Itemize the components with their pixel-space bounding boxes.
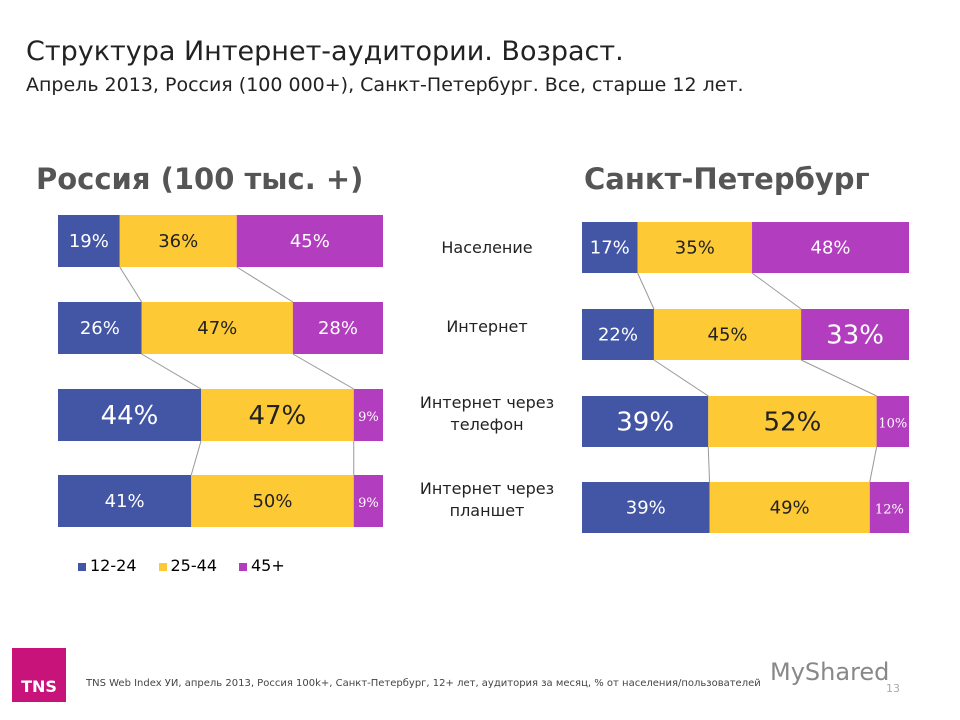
connector-line <box>119 266 143 303</box>
watermark: MyShared <box>770 658 890 686</box>
slide-subtitle: Апрель 2013, Россия (100 000+), Санкт-Пе… <box>26 74 744 96</box>
bar-segment-45+ <box>353 475 383 527</box>
connector-line <box>800 359 877 397</box>
bar-segment-12-24 <box>582 396 709 447</box>
legend-item: 12-24 <box>78 556 137 575</box>
category-label: Интернет через планшет <box>419 479 555 520</box>
connector-line <box>751 272 802 310</box>
data-label: 22% <box>598 325 638 346</box>
tns-logo: TNS <box>12 648 66 702</box>
data-label: 41% <box>105 491 145 512</box>
bar-segment-12-24 <box>58 302 142 354</box>
legend-swatch <box>239 563 247 571</box>
bar-segment-25-44 <box>191 475 354 527</box>
bar-segment-25-44 <box>637 222 753 273</box>
bar-segment-45+ <box>876 396 909 447</box>
category-label: Интернет через телефон <box>419 393 555 434</box>
data-label: 45% <box>290 231 330 252</box>
legend-swatch <box>158 563 167 571</box>
spb-chart-title: Санкт-Петербург <box>584 162 870 196</box>
data-label: 9% <box>358 496 379 511</box>
connector-line <box>637 272 655 310</box>
data-label: 36% <box>158 231 198 252</box>
page-number: 13 <box>886 682 900 695</box>
data-label: 52% <box>764 408 822 438</box>
slide-title: Структура Интернет-аудитории. Возраст. <box>26 36 624 67</box>
data-label: 17% <box>590 238 630 259</box>
legend-label: 25-44 <box>170 556 218 575</box>
data-label: 10% <box>878 417 907 432</box>
connector-line <box>292 353 354 390</box>
bar-segment-45+ <box>752 222 909 273</box>
bar-segment-45+ <box>236 215 383 267</box>
bar-segment-45+ <box>292 302 383 354</box>
data-label: 50% <box>252 491 292 512</box>
bar-segment-12-24 <box>58 215 120 267</box>
legend-item: 25-44 <box>158 556 218 575</box>
bar-segment-25-44 <box>708 396 877 447</box>
connector-line <box>236 266 294 303</box>
bar-segment-45+ <box>801 309 909 360</box>
bar-segment-25-44 <box>709 482 870 533</box>
data-label: 39% <box>616 408 674 438</box>
bar-segment-12-24 <box>582 222 638 273</box>
category-label: Население <box>441 238 533 257</box>
data-label: 19% <box>69 231 109 252</box>
bar-segment-45+ <box>353 389 383 441</box>
legend-label: 45+ <box>251 556 285 575</box>
connector-line <box>190 440 202 476</box>
data-label: 44% <box>101 401 159 431</box>
bar-segment-25-44 <box>119 215 237 267</box>
data-label: 26% <box>80 318 120 339</box>
data-label: 48% <box>811 238 851 259</box>
bar-segment-45+ <box>869 482 909 533</box>
bar-segment-25-44 <box>141 302 293 354</box>
russia-chart-title: Россия (100 тыс. +) <box>36 162 364 196</box>
data-label: 28% <box>318 318 358 339</box>
bar-segment-12-24 <box>58 475 192 527</box>
bar-segment-12-24 <box>58 389 201 441</box>
connector-line <box>707 446 711 483</box>
connector-line <box>141 353 202 390</box>
legend-item: 45+ <box>239 556 285 575</box>
data-label: 45% <box>708 325 748 346</box>
data-label: 47% <box>248 401 306 431</box>
data-label: 49% <box>770 498 810 519</box>
data-label: 33% <box>826 321 884 351</box>
data-label: 35% <box>675 238 715 259</box>
data-label: 12% <box>875 503 904 518</box>
legend-swatch <box>78 563 86 571</box>
bar-segment-25-44 <box>201 389 354 441</box>
connector-line <box>653 359 709 397</box>
category-label: Интернет <box>446 317 528 336</box>
bar-segment-25-44 <box>653 309 802 360</box>
connector-line <box>869 446 878 483</box>
bar-segment-12-24 <box>582 482 710 533</box>
source-footnote: TNS Web Index УИ, апрель 2013, Россия 10… <box>86 678 761 689</box>
legend-label: 12-24 <box>90 556 137 575</box>
data-label: 9% <box>358 410 379 425</box>
bar-segment-12-24 <box>582 309 654 360</box>
legend: 12-24 25-44 45+ <box>78 556 285 575</box>
data-label: 39% <box>626 498 666 519</box>
data-label: 47% <box>197 318 237 339</box>
